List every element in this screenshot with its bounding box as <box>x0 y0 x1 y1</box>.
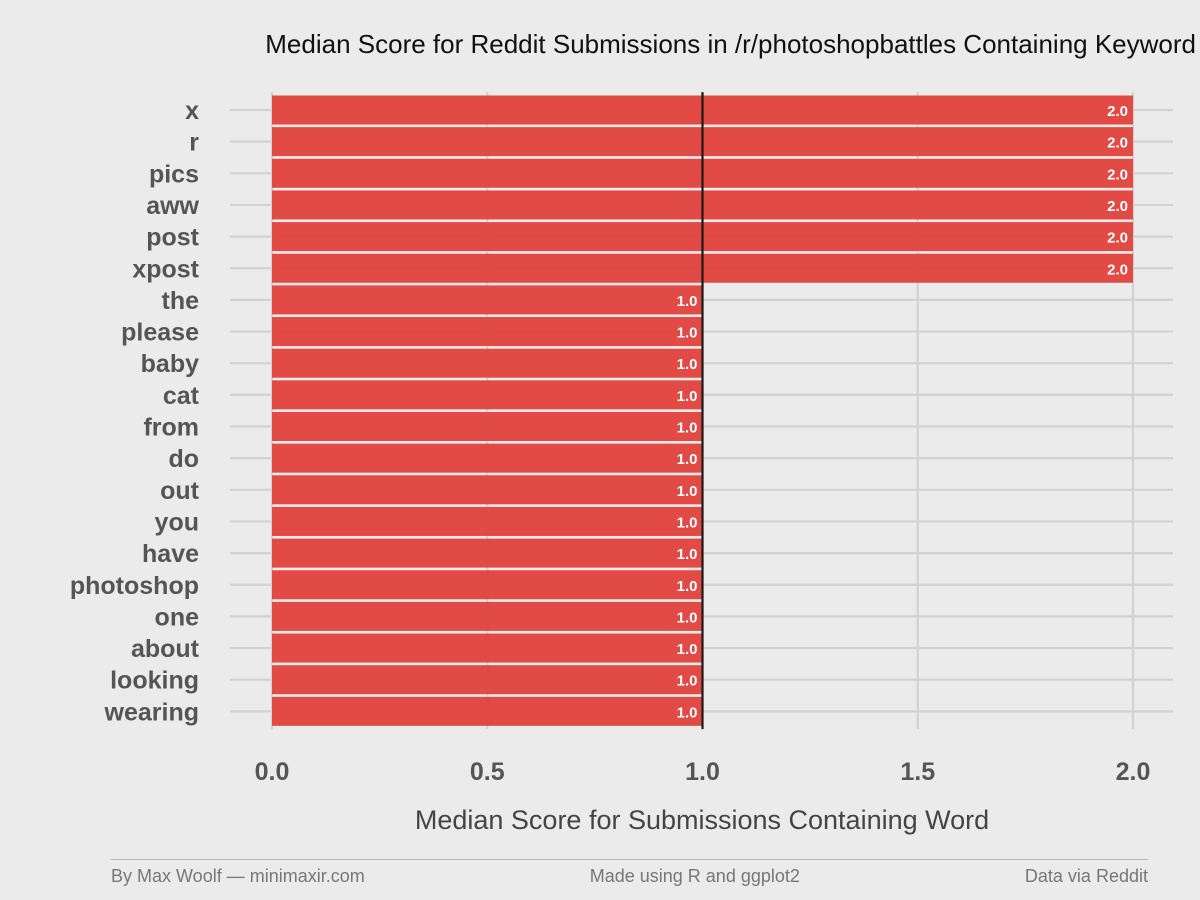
x-tick-label: 2.0 <box>1116 758 1151 786</box>
bar-have <box>272 538 703 568</box>
category-label: one <box>155 603 200 631</box>
bar-value-label: 2.0 <box>1107 261 1128 278</box>
x-tick-label: 1.0 <box>685 758 720 786</box>
category-labels: xr pics aww post xpost the please baby cat from do… <box>70 97 200 726</box>
bar-baby <box>272 348 703 378</box>
footer-source: Data via Reddit <box>1024 866 1148 886</box>
bar-value-label: 1.0 <box>677 514 698 531</box>
bar-value-label: 2.0 <box>1107 230 1128 247</box>
x-tick-label: 1.5 <box>900 758 935 786</box>
bar-cat <box>272 380 703 410</box>
category-label: about <box>131 635 200 663</box>
category-label: r <box>189 129 199 157</box>
bar-value-label: 1.0 <box>677 641 698 658</box>
category-label: post <box>146 224 199 252</box>
bar-one <box>272 601 703 631</box>
bar-looking <box>272 665 703 695</box>
bar-wearing <box>272 696 703 726</box>
category-label: x <box>185 97 199 125</box>
bar-value-label: 2.0 <box>1107 198 1128 215</box>
category-label: wearing <box>104 698 199 726</box>
bar-value-label: 1.0 <box>677 483 698 500</box>
category-label: the <box>162 287 200 315</box>
bar-out <box>272 475 703 505</box>
category-label: photoshop <box>70 572 199 600</box>
chart-title: Median Score for Reddit Submissions in /… <box>265 29 1196 59</box>
bar-value-label: 2.0 <box>1107 166 1128 183</box>
category-label: out <box>160 477 200 505</box>
bar-you <box>272 506 703 536</box>
footer-tools: Made using R and ggplot2 <box>589 866 800 886</box>
bar-value-label: 1.0 <box>677 293 698 310</box>
bar-value-label: 1.0 <box>677 546 698 563</box>
bar-value-label: 2.0 <box>1107 135 1128 152</box>
category-label: pics <box>149 160 199 188</box>
category-label: looking <box>110 667 199 695</box>
bar-value-label: 1.0 <box>677 325 698 342</box>
bar-from <box>272 412 703 441</box>
bar-value-label: 1.0 <box>677 673 698 690</box>
x-tick-label: 0.0 <box>255 758 290 786</box>
bar-value-label: 1.0 <box>677 578 698 595</box>
bar-the <box>272 285 703 315</box>
bar-value-label: 1.0 <box>677 420 698 437</box>
category-label: from <box>143 414 199 442</box>
bar-value-label: 2.0 <box>1107 103 1128 120</box>
category-label: do <box>168 445 199 473</box>
x-axis-ticks: 0.0 0.5 1.0 1.5 2.0 <box>255 758 1151 786</box>
bar-about <box>272 633 703 663</box>
category-label: xpost <box>132 255 199 283</box>
bar-do <box>272 443 703 473</box>
category-label: please <box>121 319 199 347</box>
bar-value-label: 1.0 <box>677 388 698 405</box>
x-axis-title: Median Score for Submissions Containing … <box>415 805 989 835</box>
bar-value-label: 1.0 <box>677 356 698 373</box>
x-tick-label: 0.5 <box>470 758 505 786</box>
footer-author: By Max Woolf — minimaxir.com <box>111 866 365 886</box>
bar-please <box>272 317 703 347</box>
category-label: have <box>142 540 199 568</box>
bar-value-label: 1.0 <box>677 451 698 468</box>
bar-value-label: 1.0 <box>677 609 698 626</box>
category-label: baby <box>141 350 199 378</box>
bar-value-label: 1.0 <box>677 704 698 721</box>
bar-photoshop <box>272 570 703 600</box>
category-label: aww <box>146 192 199 220</box>
footer: By Max Woolf — minimaxir.com Made using … <box>111 859 1148 887</box>
category-label: you <box>155 508 199 536</box>
category-label: cat <box>163 382 200 410</box>
